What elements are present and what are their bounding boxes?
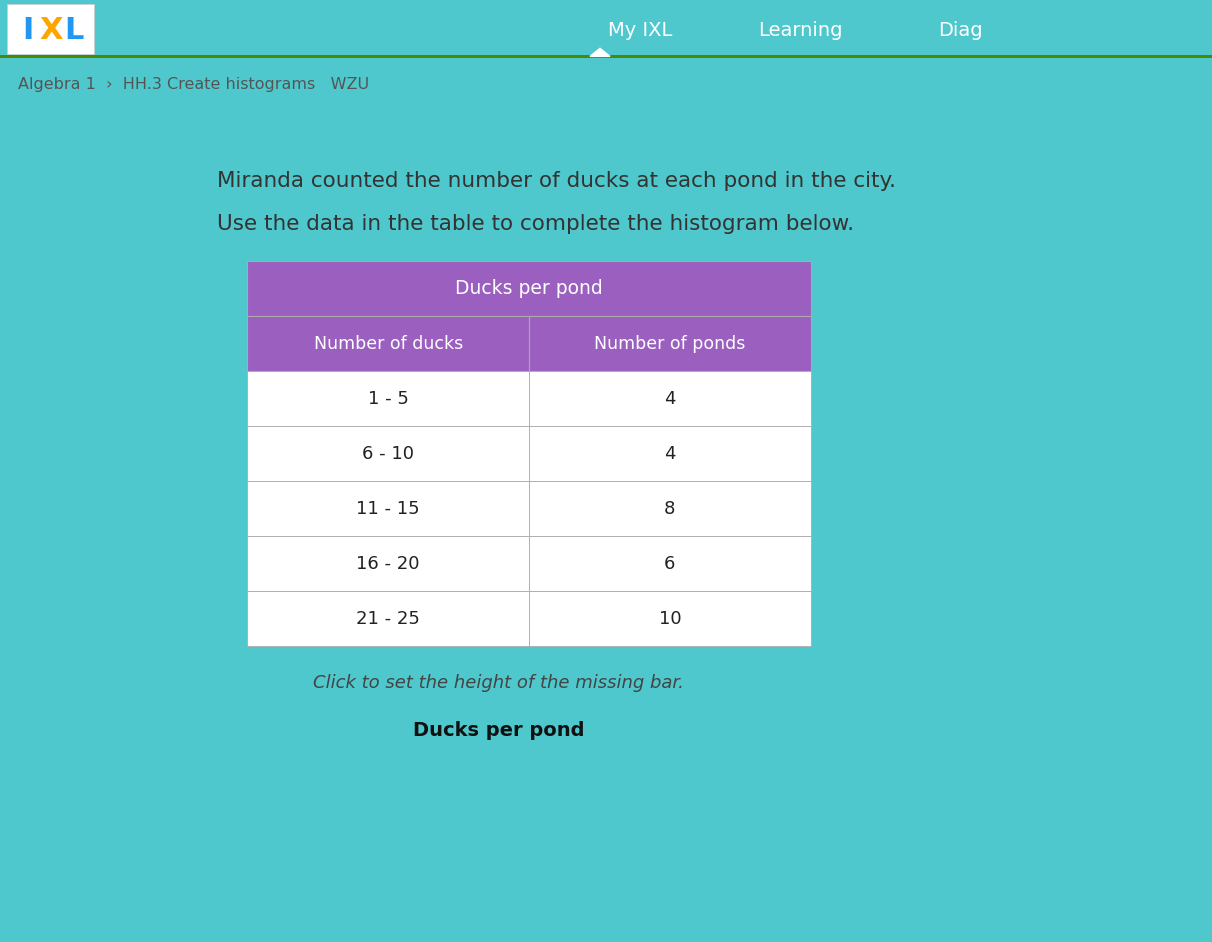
FancyBboxPatch shape: [247, 536, 530, 591]
FancyBboxPatch shape: [530, 536, 811, 591]
FancyBboxPatch shape: [247, 317, 530, 371]
FancyBboxPatch shape: [530, 591, 811, 646]
FancyBboxPatch shape: [530, 371, 811, 426]
Text: Miranda counted the number of ducks at each pond in the city.: Miranda counted the number of ducks at e…: [217, 171, 896, 191]
Text: Ducks per pond: Ducks per pond: [412, 722, 584, 740]
FancyBboxPatch shape: [530, 481, 811, 536]
Text: 10: 10: [658, 609, 681, 627]
FancyBboxPatch shape: [247, 371, 530, 426]
Text: Ducks per pond: Ducks per pond: [456, 279, 602, 299]
Text: L: L: [64, 16, 84, 44]
Text: 4: 4: [664, 445, 675, 463]
Text: Click to set the height of the missing bar.: Click to set the height of the missing b…: [313, 674, 684, 692]
Text: 6 - 10: 6 - 10: [362, 445, 415, 463]
Text: I: I: [22, 16, 34, 44]
FancyBboxPatch shape: [0, 56, 1212, 58]
Text: 6: 6: [664, 555, 675, 573]
FancyBboxPatch shape: [247, 481, 530, 536]
Text: My IXL: My IXL: [607, 21, 673, 40]
Text: 1 - 5: 1 - 5: [367, 390, 408, 408]
Text: 4: 4: [664, 390, 675, 408]
FancyBboxPatch shape: [247, 426, 530, 481]
FancyBboxPatch shape: [7, 4, 95, 55]
FancyBboxPatch shape: [530, 317, 811, 371]
Text: 16 - 20: 16 - 20: [356, 555, 421, 573]
Text: Learning: Learning: [758, 21, 842, 40]
Polygon shape: [590, 48, 610, 57]
Text: Diag: Diag: [938, 21, 982, 40]
Text: Use the data in the table to complete the histogram below.: Use the data in the table to complete th…: [217, 214, 853, 234]
Text: 11 - 15: 11 - 15: [356, 499, 421, 517]
Text: 8: 8: [664, 499, 675, 517]
Text: Number of ducks: Number of ducks: [314, 334, 463, 352]
Text: 21 - 25: 21 - 25: [356, 609, 421, 627]
FancyBboxPatch shape: [530, 426, 811, 481]
FancyBboxPatch shape: [247, 591, 530, 646]
Text: X: X: [39, 16, 63, 44]
Text: Number of ponds: Number of ponds: [594, 334, 745, 352]
FancyBboxPatch shape: [247, 261, 811, 317]
Text: Algebra 1  ›  HH.3 Create histograms   WZU: Algebra 1 › HH.3 Create histograms WZU: [18, 77, 370, 91]
